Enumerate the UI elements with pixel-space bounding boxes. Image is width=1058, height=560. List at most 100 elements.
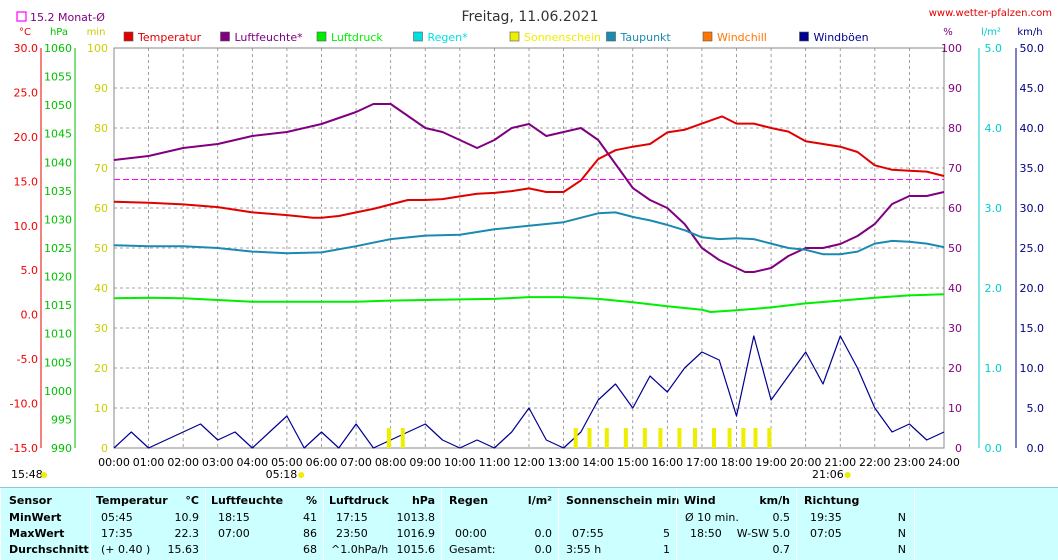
- wind-tick-label: 45.0: [1020, 82, 1045, 95]
- sunshine-bar: [642, 428, 647, 448]
- time-tick-label: 23:00: [894, 456, 926, 469]
- temp-tick-label: 5.0: [21, 264, 39, 277]
- wind-min-value: 0.5: [772, 511, 791, 524]
- stats-header-wind: Wind: [684, 494, 716, 507]
- time-tick-label: 21:00: [824, 456, 856, 469]
- temp-tick-label: -10.0: [10, 398, 38, 411]
- rain-tick-label: 5.0: [985, 42, 1003, 55]
- sunshine-bar: [741, 428, 746, 448]
- stats-row-label: MaxWert: [9, 527, 65, 540]
- temp-tick-label: 0.0: [21, 309, 39, 322]
- sunshine-bar: [767, 428, 772, 448]
- rain-tick-label: 1.0: [985, 362, 1003, 375]
- temp-tick-label: -15.0: [10, 442, 38, 455]
- press-tick-label: 990: [51, 442, 72, 455]
- legend-swatch: [220, 31, 230, 42]
- time-tick-label: 13:00: [548, 456, 580, 469]
- stats-header-temp-unit: °C: [185, 494, 199, 507]
- press-min-time: 17:15: [336, 511, 368, 524]
- dir-min-value: N: [897, 511, 906, 524]
- min-tick-label: 0: [101, 442, 108, 455]
- legend-label: Temperatur: [137, 31, 202, 44]
- chart-title: Freitag, 11.06.2021: [462, 9, 599, 25]
- avg-label: 15.2 Monat-Ø: [30, 11, 105, 24]
- hum-tick-label: 90: [948, 82, 962, 95]
- time-tick-label: 22:00: [859, 456, 891, 469]
- press-max-time: 23:50: [336, 527, 368, 540]
- stats-header-temp: Temperatur: [96, 494, 168, 507]
- hum-tick-label: 60: [948, 202, 962, 215]
- temp-min-time: 05:45: [101, 511, 133, 524]
- min-tick-label: 100: [87, 42, 108, 55]
- time-tick-label: 12:00: [513, 456, 545, 469]
- time-tick-label: 19:00: [755, 456, 787, 469]
- sunshine-bar: [658, 428, 663, 448]
- press-trend: ^1.0hPa/h: [331, 543, 389, 556]
- time-tick-label: 11:00: [479, 456, 511, 469]
- legend-label: Luftdruck: [331, 31, 383, 44]
- time-tick-label: 04:00: [236, 456, 268, 469]
- rain-tick-label: 4.0: [985, 122, 1003, 135]
- stats-header-hum: Luftfeuchte: [211, 494, 284, 507]
- sunset-icon: [844, 472, 851, 478]
- axes: 30.0 25.0 20.0 15.0 10.0 5.0 0.0 -5.0 -10.0 -15.0…: [10, 42, 1044, 469]
- min-tick-label: 40: [94, 282, 108, 295]
- legend: Temperatur Luftfeuchte* Luftdruck Regen* Son…: [123, 31, 869, 44]
- stats-row-label: MinWert: [9, 511, 62, 524]
- series-line-temperatur: [113, 115, 945, 219]
- temp-min-value: 10.9: [174, 511, 200, 524]
- min-tick-label: 90: [94, 82, 108, 95]
- rain-tick-label: 3.0: [985, 202, 1003, 215]
- unit-rain: l/m²: [981, 27, 1001, 38]
- temp-max-time: 17:35: [101, 527, 133, 540]
- hum-tick-label: 0: [955, 442, 962, 455]
- press-tick-label: 1050: [44, 99, 72, 112]
- sunshine-bar: [712, 428, 717, 448]
- time-tick-label: 06:00: [306, 456, 338, 469]
- sunrise-time: 05:18: [266, 468, 298, 481]
- temp-avg-value: 15.63: [167, 543, 200, 556]
- hum-tick-label: 80: [948, 122, 962, 135]
- rain-tick-label: 0.0: [985, 442, 1003, 455]
- unit-press: hPa: [50, 27, 68, 38]
- press-tick-label: 1015: [44, 299, 72, 312]
- stats-header-dir: Richtung: [804, 494, 860, 507]
- press-tick-label: 1030: [44, 213, 72, 226]
- temp-max-value: 22.3: [174, 527, 200, 540]
- rain-tick-label: 2.0: [985, 282, 1003, 295]
- series-line-windböen: [113, 335, 945, 449]
- press-max-value: 1016.9: [396, 527, 436, 540]
- min-tick-label: 60: [94, 202, 108, 215]
- stats-header-sun: Sonnenschein min: [566, 494, 680, 507]
- sunshine-bar: [693, 428, 697, 448]
- press-tick-label: 1035: [44, 185, 72, 198]
- rain-total-label: Gesamt:: [449, 543, 496, 556]
- sun-max-time: 07:55: [572, 527, 604, 540]
- legend-swatch: [702, 31, 713, 42]
- time-tick-label: 20:00: [790, 456, 822, 469]
- hum-tick-label: 50: [948, 242, 962, 255]
- wind-tick-label: 5.0: [1027, 402, 1045, 415]
- temp-tick-label: 10.0: [14, 220, 39, 233]
- hum-tick-label: 100: [941, 42, 962, 55]
- press-avg-value: 1015.6: [396, 543, 436, 556]
- temp-tick-label: 20.0: [14, 131, 39, 144]
- time-tick-label: 24:00: [928, 456, 960, 469]
- legend-label: Luftfeuchte*: [235, 31, 304, 44]
- legend-swatch: [413, 31, 423, 42]
- site-url: www.wetter-pfalzen.com: [929, 8, 1052, 19]
- time-tick-label: 14:00: [582, 456, 614, 469]
- min-tick-label: 80: [94, 122, 108, 135]
- hum-tick-label: 40: [948, 282, 962, 295]
- legend-label: Sonnenschein: [524, 31, 601, 44]
- legend-label: Regen*: [428, 31, 469, 44]
- series-line-taupunkt: [113, 211, 945, 256]
- series-line-luftfeuchte: [113, 103, 945, 273]
- sun-max-value: 5: [663, 527, 670, 540]
- temp-tick-label: -5.0: [17, 353, 38, 366]
- press-tick-label: 1025: [44, 242, 72, 255]
- wind-tick-label: 50.0: [1020, 42, 1045, 55]
- time-tick-label: 03:00: [202, 456, 234, 469]
- stats-header-rain-unit: l/m²: [527, 494, 552, 507]
- temp-tick-label: 30.0: [14, 42, 39, 55]
